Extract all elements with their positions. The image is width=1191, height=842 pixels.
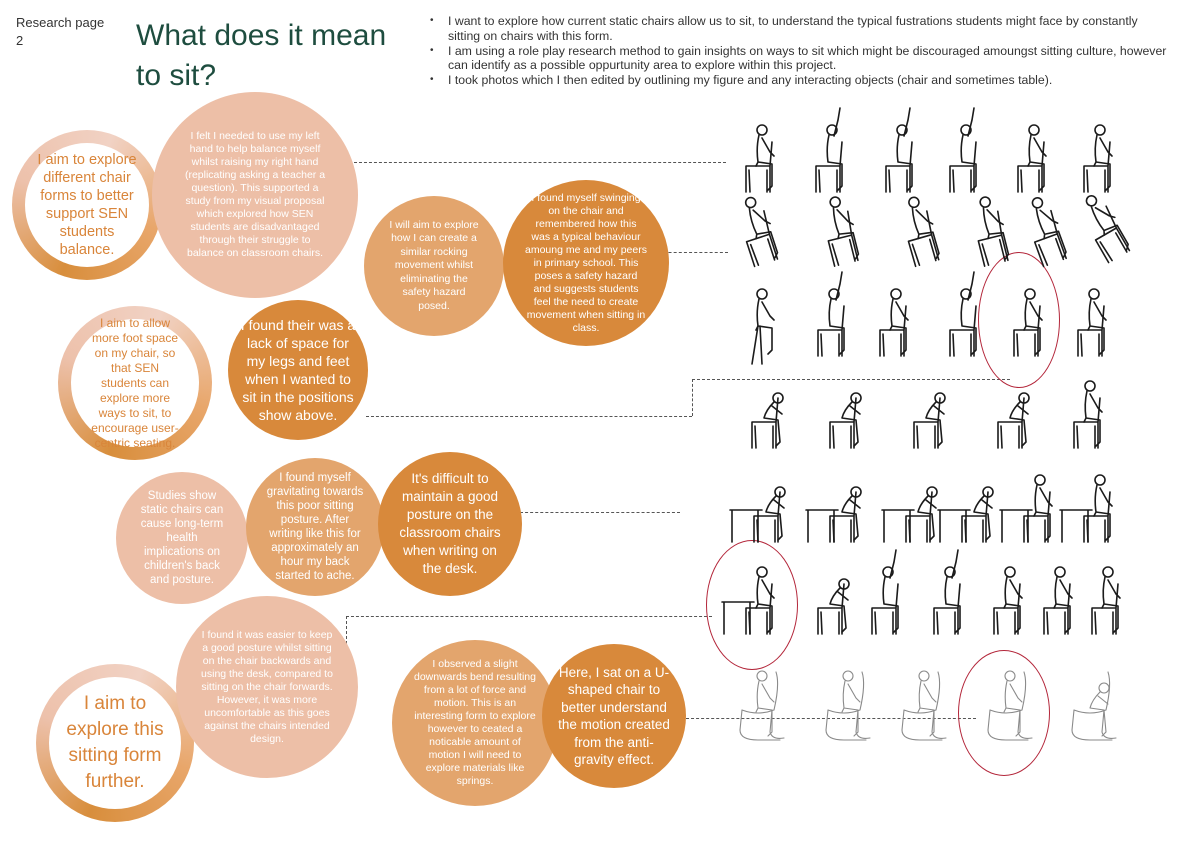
sitting-figure-sketch <box>949 271 977 357</box>
sitting-figure-sketch <box>885 107 913 193</box>
note-downwards-bend-text: I observed a slight downwards bend resul… <box>414 658 536 787</box>
connector-line <box>520 512 680 513</box>
aim-foot-space-circle: I aim to allow more foot space on my cha… <box>58 306 212 460</box>
note-rocking-circle: I will aim to explore how I can create a… <box>364 196 504 336</box>
sitting-figure-sketch <box>821 193 863 267</box>
page-label: Research page 2 <box>16 15 105 48</box>
sitting-figure-sketch <box>745 124 775 193</box>
note-rocking-text: I will aim to explore how I can create a… <box>389 218 479 312</box>
note-static-chairs-text: Studies show static chairs can cause lon… <box>140 490 224 586</box>
sitting-figure-sketch <box>1082 189 1133 264</box>
sitting-figure-sketch <box>829 392 862 449</box>
highlight-ring <box>958 650 1050 776</box>
sitting-figure-sketch <box>993 566 1023 635</box>
note-downwards-bend-circle: I observed a slight downwards bend resul… <box>392 640 558 806</box>
page-title: What does it mean to sit? <box>136 19 387 92</box>
highlight-ring <box>706 540 798 670</box>
note-legs-space-circle: I found their was a lack of space for my… <box>228 300 368 440</box>
sitting-figure-sketch <box>1017 124 1047 193</box>
aim-balance-text: I aim to explore different chair forms t… <box>37 152 137 258</box>
note-backwards-circle: I found it was easier to keep a good pos… <box>176 596 358 778</box>
note-poor-posture-circle: I found myself gravitating towards this … <box>246 458 384 596</box>
connector-line <box>354 162 726 163</box>
sitting-figure-sketch <box>913 392 946 449</box>
sitting-figure-sketch <box>1059 474 1113 543</box>
sitting-figure-sketch <box>901 670 947 741</box>
note-left-hand-circle: I felt I needed to use my left hand to h… <box>152 92 358 298</box>
sitting-figure-sketch <box>881 486 938 543</box>
sitting-figure-sketch <box>815 107 843 193</box>
sitting-figure-sketch <box>751 392 784 449</box>
intro-bullet: I am using a role play research method t… <box>428 44 1168 74</box>
sitting-figure-sketch <box>739 670 785 741</box>
note-swinging-text: I found myself swinging on the chair and… <box>525 191 647 334</box>
sitting-figure-sketch <box>1073 380 1103 449</box>
intro-bullet: I took photos which I then edited by out… <box>428 73 1168 88</box>
intro-bullet: I want to explore how current static cha… <box>428 14 1168 44</box>
sitting-figure-sketch <box>817 271 845 357</box>
sitting-figure-sketch <box>1077 288 1107 357</box>
sitting-figure-sketch <box>751 288 775 365</box>
note-difficult-posture-circle: It's difficult to maintain a good postur… <box>378 452 522 596</box>
sitting-figure-sketch <box>937 486 994 543</box>
sitting-figure-sketch <box>871 549 899 635</box>
note-static-chairs-circle: Studies show static chairs can cause lon… <box>116 472 248 604</box>
sitting-figure-sketch <box>817 578 850 635</box>
sitting-figure-sketch <box>933 549 961 635</box>
aim-balance-circle: I aim to explore different chair forms t… <box>12 130 162 280</box>
sitting-figure-sketch <box>1043 566 1073 635</box>
intro-bullet-list: I want to explore how current static cha… <box>428 14 1168 88</box>
connector-line <box>692 379 1010 380</box>
connector-line <box>346 616 712 617</box>
sitting-figure-sketch <box>805 486 862 543</box>
aim-sitting-form-text: I aim to explore this sitting form furth… <box>66 693 164 792</box>
connector-line <box>366 416 692 417</box>
sitting-figure-sketch <box>1091 566 1121 635</box>
note-difficult-posture-text: It's difficult to maintain a good postur… <box>399 471 501 576</box>
aim-foot-space-text: I aim to allow more foot space on my cha… <box>91 315 179 450</box>
note-legs-space-text: I found their was a lack of space for my… <box>240 317 356 423</box>
sitting-figure-sketch <box>901 193 943 268</box>
sitting-figure-sketch <box>999 474 1053 543</box>
connector-line <box>648 252 728 253</box>
aim-sitting-form-circle: I aim to explore this sitting form furth… <box>36 664 194 822</box>
sitting-figure-sketch <box>949 107 977 193</box>
sitting-figure-sketch <box>738 193 782 268</box>
highlight-ring <box>978 252 1060 388</box>
connector-line <box>692 379 693 416</box>
sitting-figure-sketch <box>1071 671 1117 741</box>
note-u-shaped-circle: Here, I sat on a U-shaped chair to bette… <box>542 644 686 788</box>
connector-line <box>686 718 976 719</box>
sitting-figure-sketch <box>879 288 909 357</box>
note-left-hand-text: I felt I needed to use my left hand to h… <box>184 130 326 259</box>
sitting-figure-sketch <box>825 670 871 741</box>
note-backwards-text: I found it was easier to keep a good pos… <box>201 628 333 745</box>
sitting-figure-sketch <box>1083 124 1113 193</box>
sitting-figure-sketch <box>997 392 1030 449</box>
note-swinging-circle: I found myself swinging on the chair and… <box>503 180 669 346</box>
note-u-shaped-text: Here, I sat on a U-shaped chair to bette… <box>558 664 670 768</box>
sitting-figure-sketch <box>729 486 786 543</box>
note-poor-posture-text: I found myself gravitating towards this … <box>266 472 364 582</box>
